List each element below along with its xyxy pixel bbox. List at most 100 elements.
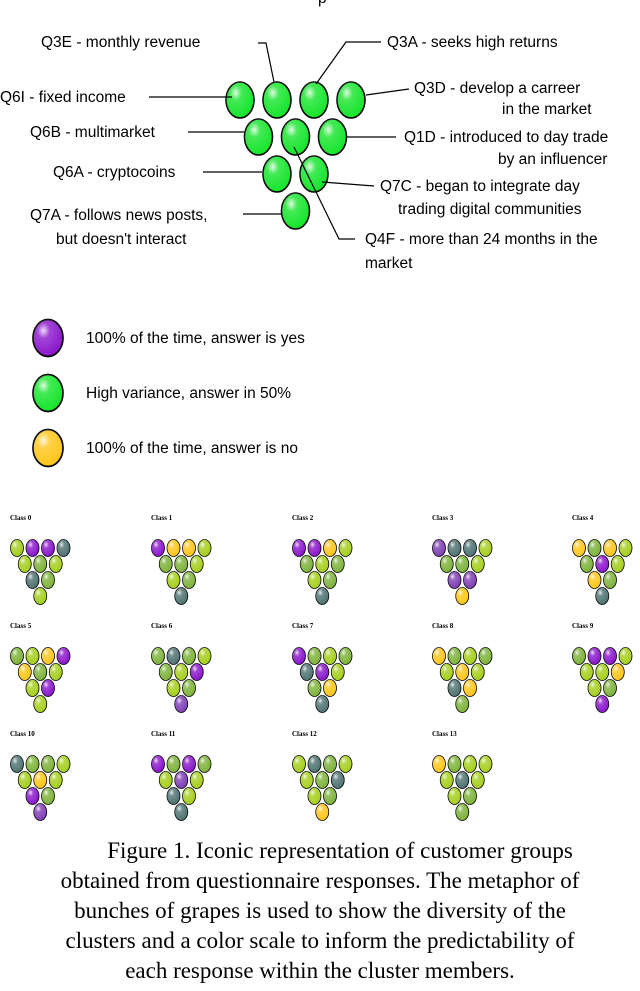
question-labels: Q3E - monthly revenue Q3A - seeks high r… bbox=[0, 34, 608, 272]
class-cluster: Class 2 bbox=[292, 514, 353, 605]
grape-icon bbox=[10, 755, 24, 773]
grape-icon bbox=[151, 755, 165, 773]
grape-icon bbox=[225, 81, 255, 119]
grape-icon bbox=[439, 663, 454, 681]
label-q7c-line1: Q7C - began to integrate day bbox=[380, 178, 580, 195]
grape-icon bbox=[470, 771, 485, 789]
grape-icon bbox=[41, 647, 55, 665]
grape-icon bbox=[447, 539, 462, 557]
grape-icon bbox=[243, 118, 274, 156]
grape-icon bbox=[299, 81, 329, 119]
class-cluster: Class 3 bbox=[432, 514, 493, 605]
grape-icon bbox=[17, 771, 32, 789]
grape-icon bbox=[470, 555, 485, 573]
grape-icon bbox=[315, 695, 330, 713]
leader-q3a bbox=[315, 41, 381, 85]
grape-icon bbox=[447, 647, 462, 665]
grape-icon bbox=[299, 771, 314, 789]
grape-icon bbox=[25, 571, 40, 589]
class-cluster: Class 9 bbox=[572, 622, 633, 713]
label-q7a-line2: but doesn't interact bbox=[56, 231, 187, 248]
grape-icon bbox=[262, 155, 292, 193]
grape-icon bbox=[455, 803, 470, 821]
grape-icon bbox=[455, 555, 470, 573]
grape-icon bbox=[587, 647, 602, 665]
grape-icon bbox=[587, 539, 602, 557]
grape-icon bbox=[315, 555, 330, 573]
grape-icon bbox=[189, 555, 204, 573]
leader-q3d bbox=[365, 88, 410, 96]
grape-icon bbox=[478, 755, 493, 773]
grape-icon bbox=[10, 647, 24, 665]
grape-icon bbox=[48, 555, 63, 573]
grape-icon bbox=[33, 803, 48, 821]
grape-icon bbox=[174, 695, 189, 713]
grape-icon bbox=[330, 771, 345, 789]
label-q4f-line2: market bbox=[365, 255, 413, 272]
grape-icon bbox=[197, 647, 212, 665]
grape-icon bbox=[572, 539, 586, 557]
grape-icon bbox=[315, 771, 330, 789]
leader-lines bbox=[149, 41, 410, 240]
grape-icon bbox=[280, 118, 311, 156]
grape-icon bbox=[432, 647, 446, 665]
grape-icon bbox=[315, 587, 330, 605]
label-q3a: Q3A - seeks high returns bbox=[387, 34, 558, 51]
grape-icon bbox=[323, 755, 337, 773]
class-label: Class 11 bbox=[151, 730, 176, 738]
grape-icon bbox=[336, 81, 366, 119]
grape-icon bbox=[618, 647, 633, 665]
grape-icon bbox=[463, 679, 477, 697]
grape-icon bbox=[174, 663, 189, 681]
grape-icon bbox=[158, 771, 173, 789]
class-cluster: Class 6 bbox=[151, 622, 212, 713]
grape-icon bbox=[595, 555, 610, 573]
label-q6b: Q6B - multimarket bbox=[30, 124, 156, 141]
grape-icon bbox=[315, 803, 330, 821]
caption-line: clusters and a color scale to inform the… bbox=[65, 928, 575, 953]
grape-icon bbox=[338, 755, 353, 773]
grape-icon bbox=[330, 663, 345, 681]
grape-icon bbox=[299, 663, 314, 681]
grape-icon bbox=[603, 647, 617, 665]
grape-icon bbox=[32, 373, 64, 413]
class-label: Class 1 bbox=[151, 514, 173, 522]
grape-icon bbox=[307, 539, 322, 557]
grape-icon bbox=[174, 803, 189, 821]
grape-icon bbox=[33, 771, 48, 789]
grape-icon bbox=[189, 771, 204, 789]
class-cluster: Class 0 bbox=[10, 514, 71, 605]
grape-icon bbox=[182, 539, 196, 557]
grape-icon bbox=[166, 787, 181, 805]
caption-line: each response within the cluster members… bbox=[125, 958, 515, 983]
label-q1d-line1: Q1D - introduced to day trade bbox=[404, 129, 608, 146]
grape-icon bbox=[595, 587, 610, 605]
grape-icon bbox=[41, 787, 55, 805]
grape-icon bbox=[307, 679, 322, 697]
grape-icon bbox=[470, 663, 485, 681]
grape-icon bbox=[48, 771, 63, 789]
grape-icon bbox=[323, 539, 337, 557]
label-q7a-line1: Q7A - follows news posts, bbox=[30, 207, 207, 224]
grape-icon bbox=[447, 755, 462, 773]
grape-icon bbox=[41, 539, 55, 557]
grape-icon bbox=[174, 555, 189, 573]
grape-icon bbox=[17, 663, 32, 681]
grape-icon bbox=[463, 571, 477, 589]
grape-icon bbox=[25, 647, 40, 665]
class-label: Class 12 bbox=[292, 730, 317, 738]
leader-q3e bbox=[258, 42, 275, 83]
grape-icon bbox=[307, 755, 322, 773]
grape-icon bbox=[603, 539, 617, 557]
caption-line: bunches of grapes is used to show the di… bbox=[74, 898, 566, 923]
label-q6a: Q6A - cryptocoins bbox=[53, 164, 176, 181]
grape-icon bbox=[299, 155, 329, 193]
label-q3e: Q3E - monthly revenue bbox=[41, 34, 200, 51]
grape-icon bbox=[25, 679, 40, 697]
grape-icon bbox=[189, 663, 204, 681]
grape-icon bbox=[595, 695, 610, 713]
grape-icon bbox=[292, 647, 306, 665]
class-label: Class 0 bbox=[10, 514, 32, 522]
caption-line: obtained from questionnaire responses. T… bbox=[60, 868, 580, 893]
